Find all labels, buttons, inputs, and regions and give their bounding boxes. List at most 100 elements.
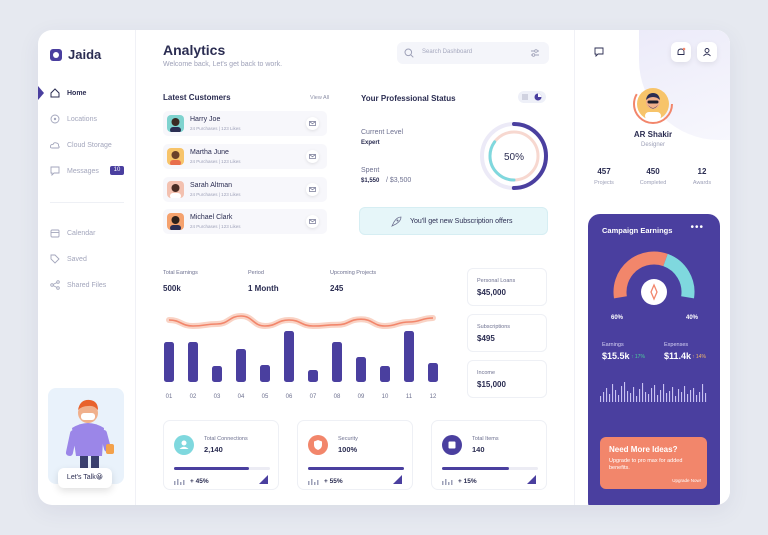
wave-bar	[624, 382, 626, 402]
rocket-icon	[391, 216, 402, 227]
profile-role: Designer	[640, 142, 665, 148]
upcoming-projects-label: Upcoming Projects	[330, 270, 377, 276]
security-card[interactable]: Security 100% + 55%	[297, 420, 413, 490]
chat-icon	[594, 47, 604, 57]
expenses-label: Expenses	[664, 342, 689, 348]
search-input[interactable]: Search Dashboard	[422, 49, 473, 55]
profile-button[interactable]	[697, 42, 717, 62]
campaign-left-percent: 60%	[611, 315, 624, 321]
wave-bar	[606, 388, 608, 402]
campaign-gauge	[613, 251, 695, 305]
card-label: Personal Loans	[477, 278, 516, 284]
logo[interactable]: Jaida	[50, 47, 101, 62]
sidebar-item-locations[interactable]: Locations	[38, 112, 136, 126]
wave-bar	[678, 389, 680, 402]
stat-label: Awards	[692, 180, 712, 186]
sidebar-item-home[interactable]: Home	[38, 86, 136, 100]
wave-bar	[615, 390, 617, 402]
card-value: $45,000	[477, 288, 506, 297]
sidebar-item-messages[interactable]: Messages 10	[38, 164, 136, 178]
subscriptions-card[interactable]: Subscriptions $495	[467, 314, 547, 352]
earnings-chart: 01 02 03 04 05 06 07 08 09 10 11 12	[164, 312, 438, 400]
sidebar-item-label: Messages	[67, 167, 99, 175]
upgrade-text: Upgrade to pro max for added benefits.	[609, 458, 683, 471]
mail-button[interactable]	[306, 117, 319, 130]
customer-row[interactable]: Michael Clark 24 Purchases | 123 Likes	[163, 209, 327, 234]
upgrade-card[interactable]: Need More Ideas? Upgrade to pro max for …	[600, 437, 707, 489]
card-value: 100%	[338, 445, 358, 454]
customer-name: Martha June	[190, 149, 229, 156]
wave-bar	[621, 386, 623, 402]
profile-avatar[interactable]	[633, 84, 673, 124]
more-options-icon[interactable]: •••	[690, 222, 704, 233]
expenses-delta: ↑ 14%	[692, 354, 706, 360]
customer-row[interactable]: Sarah Altman 24 Purchases | 123 Likes	[163, 177, 327, 202]
character-illustration	[65, 399, 114, 484]
wave-bar	[702, 384, 704, 402]
wave-bar	[696, 395, 698, 402]
chat-button[interactable]	[589, 42, 609, 62]
wave-bar	[645, 392, 647, 402]
upgrade-button[interactable]: Upgrade Now!	[672, 478, 701, 483]
spent-label: Spent	[361, 167, 380, 174]
period-label: Period	[248, 270, 264, 276]
chart-bar	[428, 363, 438, 382]
list-icon	[522, 94, 528, 100]
wave-bar	[654, 385, 656, 402]
sidebar-item-label: Calendar	[67, 229, 96, 237]
right-panel: AR Shakir Designer 457 Projects 450 Comp…	[574, 30, 730, 505]
upcoming-projects-value: 245	[330, 284, 344, 293]
notifications-button[interactable]	[671, 42, 691, 62]
wave-bar	[603, 392, 605, 402]
sidebar-item-label: Locations	[67, 115, 97, 123]
sidebar-item-saved[interactable]: Saved	[38, 252, 136, 266]
total-connections-card[interactable]: Total Connections 2,140 + 45%	[163, 420, 279, 490]
sidebar-item-label: Shared Files	[67, 281, 107, 289]
card-value: 140	[472, 445, 485, 454]
sidebar-item-shared-files[interactable]: Shared Files	[38, 278, 136, 292]
wave-bar	[690, 390, 692, 402]
wave-bar	[651, 388, 653, 402]
customer-row[interactable]: Harry Joe 24 Purchases | 123 Likes	[163, 111, 327, 136]
search-bar[interactable]: Search Dashboard	[397, 42, 549, 64]
chart-bar	[380, 366, 390, 382]
customer-row[interactable]: Martha June 24 Purchases | 123 Likes	[163, 144, 327, 169]
mail-button[interactable]	[306, 150, 319, 163]
customer-name: Harry Joe	[190, 116, 221, 123]
customer-name: Michael Clark	[190, 214, 233, 221]
subscription-banner-text: You'll get new Subscription offers	[410, 218, 513, 225]
total-items-card[interactable]: Total Items 140 + 15%	[431, 420, 547, 490]
x-tick-label: 06	[286, 394, 293, 400]
subscription-banner[interactable]: You'll get new Subscription offers	[359, 207, 548, 235]
sidebar-item-label: Cloud Storage	[67, 141, 112, 149]
wave-bar	[684, 386, 686, 402]
card-label: Subscriptions	[477, 324, 511, 330]
avatar	[167, 148, 184, 165]
filter-icon[interactable]	[530, 48, 540, 58]
lets-talk-button[interactable]: Let's Talk😀	[58, 468, 112, 488]
personal-loans-card[interactable]: Personal Loans $45,000	[467, 268, 547, 306]
compass-icon	[50, 114, 60, 124]
income-card[interactable]: Income $15,000	[467, 360, 547, 398]
sidebar-item-calendar[interactable]: Calendar	[38, 226, 136, 240]
home-icon	[50, 88, 60, 98]
mail-button[interactable]	[306, 215, 319, 228]
gauge-expenses-arc	[662, 253, 695, 299]
sidebar-item-cloud-storage[interactable]: Cloud Storage	[38, 138, 136, 152]
share-icon	[50, 280, 60, 290]
total-earnings-label: Total Earnings	[163, 270, 198, 276]
mail-icon	[309, 154, 316, 159]
profile-stat-awards: 12 Awards	[676, 167, 728, 186]
status-view-toggle[interactable]	[518, 91, 546, 103]
view-all-link[interactable]: View All	[310, 95, 330, 101]
wave-bar	[657, 395, 659, 402]
x-tick-label: 01	[166, 394, 173, 400]
mail-button[interactable]	[306, 183, 319, 196]
mini-bars-icon	[308, 479, 319, 485]
cloud-icon	[50, 142, 60, 149]
avatar	[167, 213, 184, 230]
expenses-value: $11.4k	[664, 351, 692, 361]
chart-bar	[332, 342, 342, 382]
card-delta: + 55%	[324, 478, 343, 485]
mail-icon	[309, 121, 316, 126]
